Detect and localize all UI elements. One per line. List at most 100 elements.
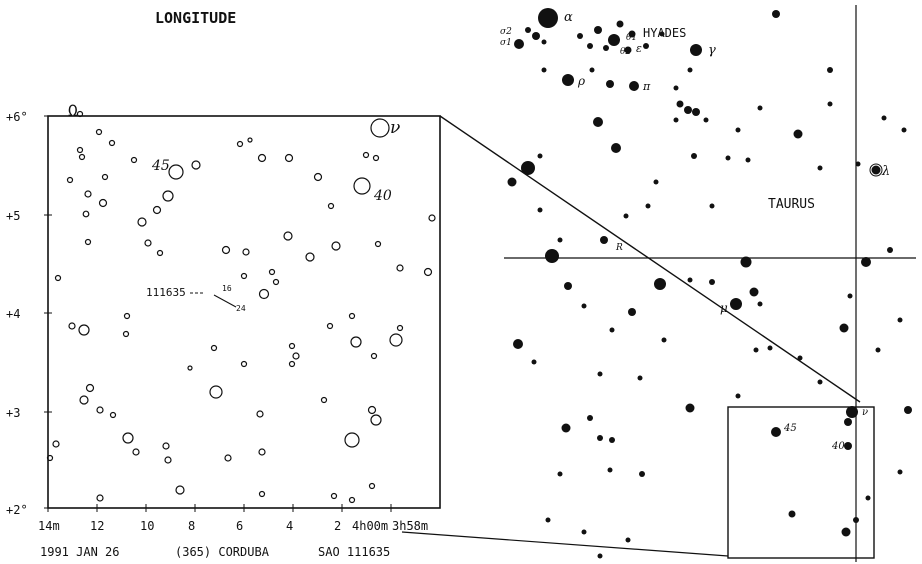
- inset-star: [175, 485, 185, 495]
- motion-pointer: [213, 294, 237, 308]
- field-star: [730, 298, 742, 310]
- field-star: [562, 74, 574, 86]
- field-star: [881, 115, 887, 121]
- inset-star: [331, 241, 341, 251]
- field-star: [684, 106, 692, 114]
- field-star: [581, 303, 587, 309]
- field-star: [654, 278, 666, 290]
- field-star: [637, 375, 643, 381]
- label-alpha: α: [564, 10, 573, 25]
- field-star: [847, 293, 853, 299]
- x-tick-4h00m: 4h00m: [352, 519, 388, 533]
- inset-star: [236, 140, 244, 148]
- inset-label-omega: Ω: [68, 101, 78, 120]
- label-r: R: [615, 243, 623, 253]
- field-star: [735, 393, 741, 399]
- field-star: [846, 406, 858, 418]
- field-star: [692, 108, 700, 116]
- field-star: [589, 67, 595, 73]
- inset-star: [96, 406, 104, 414]
- field-star: [603, 45, 609, 51]
- zoom-region-box: [727, 406, 875, 559]
- header-longitude: LONGITUDE: [155, 9, 236, 27]
- inset-star: [362, 151, 370, 159]
- field-star: [611, 143, 621, 153]
- inset-star: [368, 482, 376, 490]
- field-star: [904, 406, 912, 414]
- inset-star: [54, 274, 62, 282]
- label-sigma1: σ1: [500, 38, 512, 48]
- field-star: [844, 442, 852, 450]
- inset-star: [221, 245, 231, 255]
- field-star: [817, 379, 823, 385]
- inset-star: [370, 352, 378, 360]
- inset-star: [283, 231, 293, 241]
- wide-field-stars: [507, 8, 912, 559]
- inset-star: [396, 264, 404, 272]
- field-star: [771, 427, 781, 437]
- field-star: [643, 43, 649, 49]
- x-tick-12: 12: [90, 519, 104, 533]
- inset-star: [258, 288, 270, 300]
- field-star: [537, 153, 543, 159]
- inset-star: [122, 432, 134, 444]
- field-star: [623, 213, 629, 219]
- label-mu: μ: [720, 301, 728, 315]
- label-hyades: HYADES: [643, 26, 686, 40]
- field-star: [767, 345, 773, 351]
- label-theta1: θ1: [626, 33, 637, 43]
- inset-star: [109, 411, 117, 419]
- inset-star: [292, 352, 300, 360]
- field-star: [861, 257, 871, 267]
- inset-star: [372, 154, 380, 162]
- inset-star: [268, 268, 276, 276]
- field-star: [725, 155, 731, 161]
- inset-star: [240, 360, 248, 368]
- x-tick-marks: [47, 504, 392, 512]
- field-star: [687, 67, 693, 73]
- inset-star: [78, 324, 90, 336]
- field-star: [690, 44, 702, 56]
- field-star: [597, 435, 603, 441]
- inset-star: [52, 440, 60, 448]
- inset-star: [82, 210, 90, 218]
- footer-date: 1991 JAN 26: [40, 545, 119, 559]
- inset-star: [313, 172, 323, 182]
- field-star: [673, 117, 679, 123]
- field-star: [745, 157, 751, 163]
- field-star: [587, 43, 593, 49]
- inset-star: [288, 342, 296, 350]
- field-star: [839, 323, 849, 333]
- inset-star: [98, 198, 108, 208]
- inset-star: [326, 322, 334, 330]
- zoom-connector-top: [439, 115, 861, 403]
- inset-stars: [46, 110, 436, 504]
- inset-star: [240, 272, 248, 280]
- inset-star: [370, 414, 382, 426]
- inset-star: [76, 110, 84, 118]
- inset-star: [258, 448, 266, 456]
- field-star: [871, 165, 881, 175]
- x-tick-10: 10: [140, 519, 154, 533]
- field-star: [865, 495, 871, 501]
- field-star: [661, 337, 667, 343]
- field-star: [844, 418, 852, 426]
- inset-star: [162, 190, 174, 202]
- label-epsilon: ε: [636, 42, 642, 55]
- field-star: [691, 153, 697, 159]
- inset-star: [367, 405, 377, 415]
- inset-star: [256, 410, 264, 418]
- label-theta2: θ2: [620, 47, 631, 57]
- inset-star: [85, 383, 95, 393]
- y-tick-6: +6°: [6, 110, 28, 124]
- inset-star: [164, 456, 172, 464]
- field-star: [853, 517, 859, 523]
- inset-star: [84, 238, 92, 246]
- inset-star: [78, 153, 86, 161]
- x-tick-8: 8: [188, 519, 195, 533]
- field-star: [577, 33, 583, 39]
- label-40: 40: [831, 441, 845, 452]
- inset-star: [123, 312, 131, 320]
- field-star: [788, 510, 796, 518]
